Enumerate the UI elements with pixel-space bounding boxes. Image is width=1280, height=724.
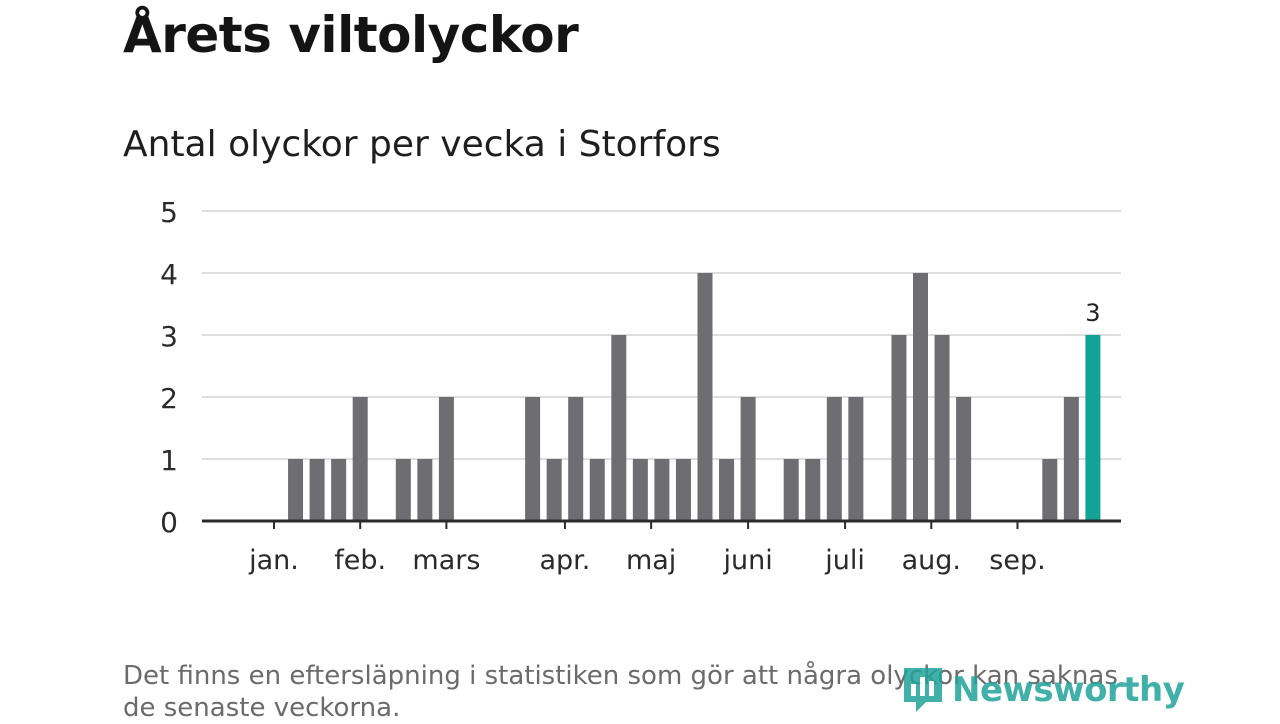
- bar: [654, 459, 670, 521]
- footnote: Det finns en eftersläpning i statistiken…: [123, 661, 1118, 723]
- bar: [697, 273, 713, 521]
- bar: [783, 459, 799, 521]
- y-tick-label: 4: [160, 258, 178, 291]
- chart-title: Årets viltolyckor: [123, 6, 579, 64]
- bar: [1042, 459, 1058, 521]
- bar: [331, 459, 347, 521]
- x-tick-label: apr.: [539, 545, 590, 576]
- bar: [934, 335, 950, 521]
- x-tick-label: juli: [824, 545, 865, 576]
- bar: [891, 335, 907, 521]
- y-tick-label: 0: [160, 506, 178, 539]
- brand-logo: Newsworthy: [900, 664, 1185, 716]
- bar: [438, 397, 454, 521]
- x-tick-label: maj: [626, 545, 676, 576]
- x-tick-label: feb.: [334, 545, 386, 576]
- bar-highlight: [1085, 335, 1101, 521]
- x-tick-label: sep.: [989, 545, 1045, 576]
- bar: [632, 459, 648, 521]
- x-axis: jan. feb. mars apr. maj juni juli aug. sep.: [202, 519, 1121, 576]
- data-label: 3: [1085, 299, 1100, 327]
- x-tick-label: juni: [722, 545, 772, 576]
- y-tick-label: 5: [160, 196, 178, 229]
- newsworthy-logo-icon: [904, 668, 942, 712]
- brand-name: Newsworthy: [952, 670, 1185, 710]
- y-tick-label: 1: [160, 444, 178, 477]
- bar: [417, 459, 433, 521]
- bar: [309, 459, 325, 521]
- bar: [848, 397, 864, 521]
- bar: [395, 459, 411, 521]
- bar: [675, 459, 691, 521]
- bar: [589, 459, 605, 521]
- chart-subtitle: Antal olyckor per vecka i Storfors: [123, 124, 721, 165]
- bar: [913, 273, 928, 521]
- bar: [826, 397, 842, 521]
- bar: [1063, 397, 1079, 521]
- bar: [719, 459, 735, 521]
- bar: [525, 397, 541, 521]
- bar: [568, 397, 584, 521]
- bar: [288, 459, 304, 521]
- x-tick-label: mars: [412, 545, 480, 576]
- bar: [956, 397, 972, 521]
- x-tick-label: jan.: [248, 545, 299, 576]
- bar: [546, 459, 562, 521]
- bar: [740, 397, 756, 521]
- y-tick-label: 3: [160, 320, 178, 353]
- bar: [805, 459, 821, 521]
- bar-chart: 0 1 2 3 4 5 3 jan. feb. mars apr. maj juni juli aug.…: [160, 196, 1121, 576]
- grid-layer: [202, 210, 1121, 460]
- y-tick-label: 2: [160, 382, 178, 415]
- x-tick-label: aug.: [902, 545, 961, 576]
- y-axis-labels: 0 1 2 3 4 5: [160, 196, 178, 539]
- bar: [352, 397, 368, 521]
- bar-series: 3: [288, 273, 1101, 521]
- bar: [611, 335, 627, 521]
